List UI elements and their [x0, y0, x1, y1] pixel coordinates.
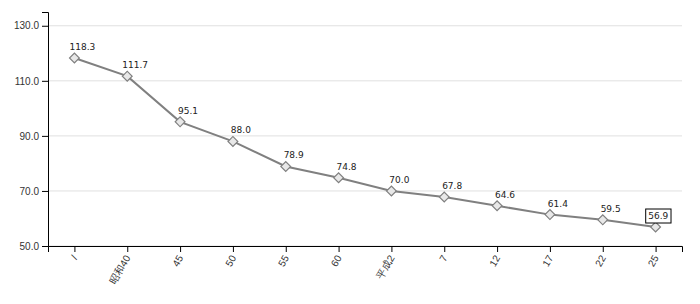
- chart: 50.0 70.0 90.0 110.0 130.0 / 昭和40 45 50 55 60 平成2 7 1…: [0, 0, 700, 304]
- y-tick-mark: [42, 26, 48, 27]
- y-tick-label: 70.0: [20, 186, 40, 197]
- y-tick-mark: [42, 81, 48, 82]
- line: [74, 58, 655, 227]
- x-tick: 22: [593, 246, 608, 268]
- x-tick-label: 50: [223, 253, 238, 269]
- x-tick-label: 12: [487, 253, 502, 269]
- data-label: 59.5: [601, 204, 621, 214]
- marker: [651, 222, 661, 232]
- x-tick-mark: [286, 246, 287, 252]
- y-tick-mark: [42, 136, 48, 137]
- marker: [70, 53, 80, 63]
- marker: [387, 186, 397, 196]
- marker: [439, 192, 449, 202]
- x-tick-mark: [444, 246, 445, 252]
- x-tick-mark: [233, 246, 234, 252]
- data-label-box: [646, 209, 671, 223]
- grid-line: [48, 25, 682, 26]
- y-axis-line: [42, 13, 49, 247]
- y-tick: 110.0: [15, 76, 48, 87]
- x-tick: 12: [487, 246, 502, 268]
- x-tick-mark: [74, 246, 75, 252]
- data-label: 67.8: [442, 181, 462, 191]
- data-label: 56.9: [648, 211, 668, 221]
- x-tick-label: 平成2: [374, 253, 397, 281]
- y-tick: 70.0: [20, 186, 48, 197]
- marker: [281, 162, 291, 172]
- x-tick-mark: [550, 246, 551, 252]
- marker: [492, 201, 502, 211]
- marker: [545, 210, 555, 220]
- marker: [598, 215, 608, 225]
- data-labels: 118.3 111.7 95.1 88.0 78.9 74.8 70.0 67.8 64.6 61…: [69, 42, 671, 223]
- data-label: 111.7: [122, 60, 148, 70]
- x-tick: /: [69, 246, 80, 261]
- y-tick: 90.0: [20, 131, 48, 142]
- marker: [228, 136, 238, 146]
- x-tick: 昭和40: [107, 246, 132, 286]
- data-label: 61.4: [548, 199, 568, 209]
- x-tick: 平成2: [374, 246, 397, 281]
- x-tick-mark: [127, 246, 128, 252]
- x-tick-label: 昭和40: [107, 253, 132, 286]
- x-tick-label: 55: [276, 253, 291, 269]
- data-label-box-group: 56.9: [646, 209, 671, 223]
- plot: 50.0 70.0 90.0 110.0 130.0 / 昭和40 45 50 55 60 平成2 7 1…: [14, 13, 683, 286]
- x-tick-mark: [180, 246, 181, 252]
- grid-line: [48, 80, 682, 81]
- marker: [122, 71, 132, 81]
- x-tick-label: 17: [540, 253, 555, 269]
- grid-line: [48, 190, 682, 191]
- x-tick: 7: [437, 246, 450, 264]
- y-tick-mark: [42, 191, 48, 192]
- x-axis: / 昭和40 45 50 55 60 平成2 7 12 17 22 25: [49, 246, 683, 286]
- y-tick: 50.0: [20, 241, 48, 252]
- data-label: 70.0: [389, 175, 409, 185]
- grid-line: [48, 135, 682, 136]
- x-tick: 45: [170, 246, 185, 268]
- y-axis: 50.0 70.0 90.0 110.0 130.0: [14, 13, 49, 252]
- x-tick-label: 60: [329, 253, 344, 269]
- y-tick-label: 90.0: [20, 131, 40, 142]
- x-tick: 25: [646, 246, 661, 268]
- x-tick-mark: [339, 246, 340, 252]
- x-tick: 60: [329, 246, 344, 268]
- marks: [70, 53, 661, 232]
- x-tick: 50: [223, 246, 238, 268]
- data-label: 88.0: [231, 125, 251, 135]
- x-tick-label: 7: [437, 253, 450, 264]
- x-axis-line: [49, 247, 683, 253]
- marker: [334, 173, 344, 183]
- x-tick-label: 22: [593, 253, 608, 269]
- x-tick-label: /: [69, 253, 80, 261]
- y-tick-label: 110.0: [15, 76, 40, 87]
- data-label: 64.6: [495, 190, 515, 200]
- data-label: 78.9: [284, 150, 304, 160]
- grid: [48, 26, 682, 246]
- x-tick-label: 25: [646, 253, 661, 269]
- data-label: 95.1: [178, 106, 198, 116]
- data-label: 118.3: [69, 42, 95, 52]
- x-tick: 55: [276, 246, 291, 268]
- data-label: 74.8: [336, 162, 356, 172]
- x-tick: 17: [540, 246, 555, 268]
- x-tick-mark: [497, 246, 498, 252]
- x-tick-mark: [656, 246, 657, 252]
- x-tick-mark: [391, 246, 392, 252]
- x-tick-mark: [603, 246, 604, 252]
- y-tick-mark: [42, 246, 48, 247]
- y-tick-label: 50.0: [20, 241, 40, 252]
- y-tick-label: 130.0: [14, 20, 39, 31]
- y-tick: 130.0: [14, 20, 48, 31]
- marker: [175, 117, 185, 127]
- x-tick-label: 45: [170, 253, 185, 269]
